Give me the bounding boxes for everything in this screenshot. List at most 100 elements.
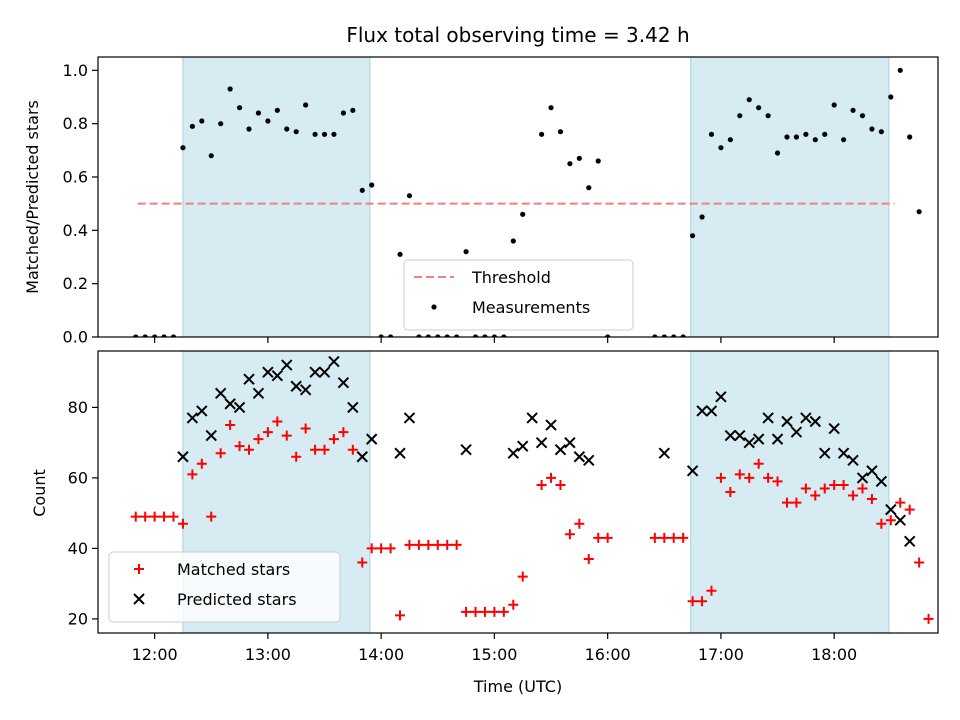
measurement-point: [303, 102, 309, 108]
measurement-point: [567, 161, 573, 167]
legend-measurement-swatch: [431, 304, 437, 310]
measurement-point: [803, 131, 809, 137]
measurement-point: [822, 131, 828, 137]
matched-star-point: [781, 497, 792, 508]
ratio-shaded-window-2: [690, 57, 889, 337]
predicted-star-point: [394, 447, 406, 459]
ratio-y-tick-label: 0.6: [63, 168, 88, 187]
measurement-point: [652, 334, 658, 337]
matched-star-point: [574, 518, 585, 529]
measurement-point: [576, 155, 582, 161]
matched-star-point: [130, 511, 141, 522]
predicted-star-point: [347, 401, 359, 414]
legend-label: Matched stars: [177, 560, 290, 579]
predicted-star-point: [762, 412, 774, 424]
predicted-star-point: [545, 419, 557, 431]
matched-star-point: [187, 469, 198, 480]
matched-star-point: [366, 543, 377, 554]
predicted-star-point: [526, 412, 538, 424]
matched-star-point: [678, 532, 689, 543]
measurement-point: [605, 334, 611, 337]
predicted-star-point: [507, 447, 519, 459]
predicted-star-point: [866, 465, 878, 477]
measurement-point: [359, 187, 365, 193]
measurement-point: [746, 97, 752, 103]
measurement-point: [859, 113, 866, 119]
measurement-point: [170, 334, 177, 337]
measurement-point: [435, 334, 441, 337]
legend-matched-swatch: [134, 564, 144, 574]
ratio-axes-frame: [97, 56, 939, 338]
matched-star-point: [432, 539, 443, 550]
x-tick-label: 17:00: [698, 645, 744, 664]
measurement-point: [472, 334, 479, 337]
measurement-point: [444, 334, 450, 337]
count-data-marks: [130, 355, 934, 624]
legend-label: Predicted stars: [177, 590, 297, 609]
count-axes-frame: [97, 350, 939, 634]
matched-star-point: [244, 444, 255, 455]
predicted-star-point: [186, 412, 199, 424]
predicted-star-point: [281, 359, 293, 371]
measurement-point: [387, 334, 394, 337]
matched-star-point: [385, 543, 396, 554]
matched-star-point: [215, 448, 226, 459]
matched-star-point: [593, 532, 604, 543]
measurement-point: [916, 209, 922, 215]
predicted-star-point: [356, 451, 368, 463]
matched-star-point: [470, 606, 481, 617]
measurement-point: [520, 211, 526, 217]
predicted-star-point: [734, 429, 746, 442]
matched-star-point: [772, 476, 783, 487]
matched-star-point: [442, 539, 453, 550]
chart-title: Flux total observing time = 3.42 h: [346, 23, 689, 47]
measurement-point: [265, 118, 271, 124]
measurement-point: [784, 134, 790, 140]
predicted-star-point: [224, 398, 236, 410]
predicted-star-point: [828, 422, 840, 435]
matched-star-point: [536, 479, 547, 490]
predicted-star-point: [894, 514, 906, 526]
measurement-point: [208, 153, 214, 159]
matched-star-point: [376, 543, 387, 554]
measurement-point: [142, 334, 148, 337]
matched-star-point: [451, 539, 462, 550]
predicted-star-point: [903, 535, 916, 548]
matched-star-point: [895, 497, 906, 508]
matched-star-point: [649, 532, 660, 543]
measurement-point: [595, 158, 601, 164]
matched-star-point: [866, 494, 877, 505]
ratio-legend: Threshold Measurements: [403, 259, 634, 331]
measurement-point: [152, 334, 158, 337]
measurement-point: [236, 105, 243, 111]
matched-star-point: [668, 532, 679, 543]
matched-star-point: [659, 532, 670, 543]
matched-star-point: [347, 444, 358, 455]
matched-star-point: [225, 420, 236, 431]
predicted-star-point: [781, 415, 793, 428]
count-shaded-window-2: [690, 351, 889, 633]
matched-star-point: [725, 487, 736, 497]
predicted-star-point: [847, 454, 859, 466]
predicted-star-point: [705, 405, 718, 417]
matched-star-point: [904, 504, 915, 515]
measurement-point: [180, 145, 186, 151]
x-tick-label: 14:00: [358, 645, 404, 664]
predicted-star-point: [196, 405, 208, 417]
predicted-star-point: [771, 433, 784, 445]
matched-star-point: [159, 511, 170, 522]
predicted-star-point: [366, 433, 378, 445]
measurement-point: [841, 137, 847, 143]
predicted-star-point: [290, 380, 302, 392]
measurement-point: [406, 193, 413, 199]
matched-star-point: [498, 606, 509, 617]
matched-star-point: [196, 458, 207, 469]
matched-star-point: [319, 444, 330, 455]
matched-star-point: [168, 511, 179, 522]
predicted-star-point: [819, 447, 831, 459]
ratio-shaded-window-1: [182, 57, 370, 337]
x-tick-label: 16:00: [585, 645, 631, 664]
matched-star-point: [423, 539, 434, 550]
measurement-point: [812, 137, 818, 143]
